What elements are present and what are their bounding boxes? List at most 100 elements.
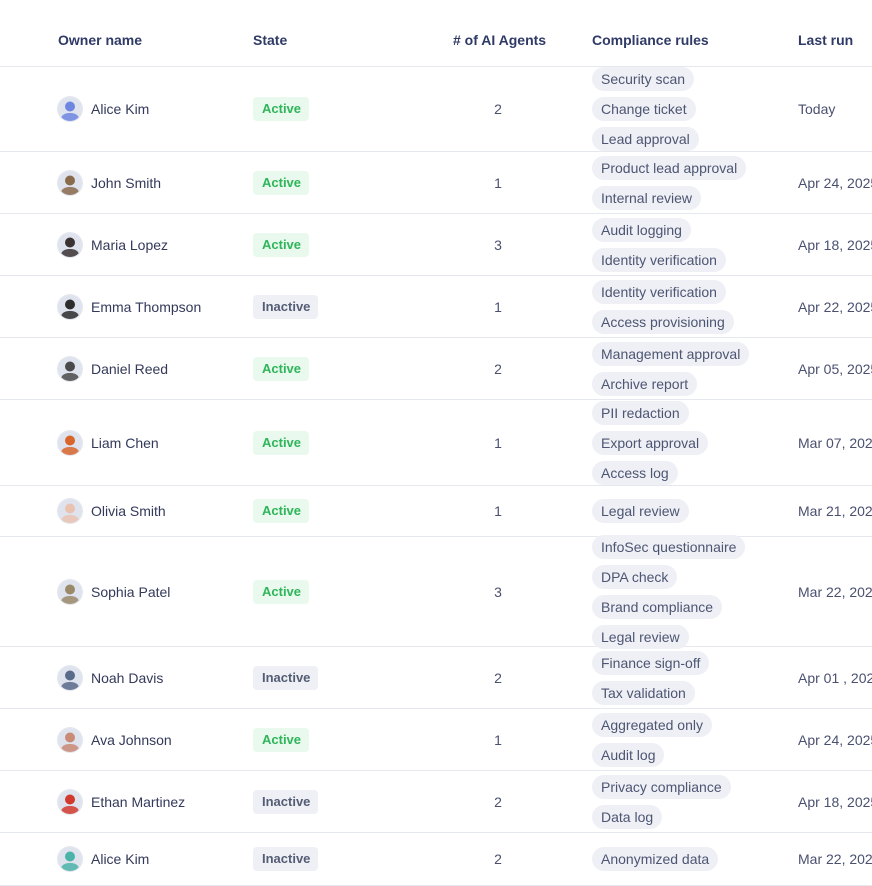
compliance-rules-cell: Finance sign-off Tax validation [592,647,710,708]
last-run-date: Apr 01 , 2025 [798,669,872,686]
table-row[interactable]: Ethan Martinez Inactive 2 Privacy complianc… [0,771,872,833]
status-badge: Active [253,579,310,604]
agents-cell: 3 [458,537,538,646]
owner-name: Ava Johnson [91,731,172,748]
last-run-cell: Mar 21, 2025 [798,486,872,536]
owner-cell: Olivia Smith [58,486,166,536]
col-owner-name[interactable]: Owner name [58,32,143,48]
last-run-cell: Mar 07, 2025 [798,400,872,485]
avatar [58,665,82,690]
last-run-date: Apr 18, 2025 [798,236,872,253]
state-cell: Active [253,400,310,485]
compliance-rule-tag: Identity verification [592,279,726,304]
table-row[interactable]: Noah Davis Inactive 2 Finance sign-off Tax v… [0,647,872,709]
agents-cell: 2 [458,833,538,885]
agents-cell: 1 [458,400,538,485]
agents-cell: 2 [458,338,538,399]
status-badge: Inactive [253,789,319,814]
compliance-rule-tag: Identity verification [592,247,726,272]
last-run-date: Apr 05, 2025 [798,360,872,377]
agents-count: 2 [494,360,502,377]
compliance-rules-cell: Audit logging Identity verification [592,214,726,275]
table-row[interactable]: Daniel Reed Active 2 Management approval Arc… [0,338,872,400]
status-badge: Inactive [253,665,319,690]
compliance-rules-cell: Aggregated only Audit log [592,709,712,770]
table-row[interactable]: Olivia Smith Active 1 Legal review Mar 21, 2… [0,486,872,537]
agents-cell: 2 [458,771,538,832]
avatar [58,579,82,604]
col-compliance-rules[interactable]: Compliance rules [592,32,709,48]
state-cell: Active [253,537,310,646]
compliance-rule-tag: Access provisioning [592,309,734,334]
compliance-rules-cell: Security scan Change ticket Lead approval [592,67,699,151]
compliance-rule-tag: DPA check [592,564,678,589]
compliance-rule-tag: Audit logging [592,217,691,242]
compliance-rule-tag: Internal review [592,185,702,210]
last-run-cell: Apr 01 , 2025 [798,647,872,708]
table-row[interactable]: Ava Johnson Active 1 Aggregated only Audit l… [0,709,872,771]
owner-cell: Alice Kim [58,67,149,151]
owner-cell: Emma Thompson [58,276,201,337]
compliance-rule-tag: Brand compliance [592,594,723,619]
avatar [58,97,82,121]
avatar [58,356,82,381]
table-row[interactable]: Liam Chen Active 1 PII redaction Export appr… [0,400,872,486]
compliance-rule-tag: Tax validation [592,680,695,705]
state-cell: Inactive [253,647,319,708]
owner-cell: Ethan Martinez [58,771,185,832]
owner-name: Alice Kim [91,101,150,117]
status-badge: Inactive [253,847,319,871]
compliance-rule-tag: Finance sign-off [592,650,710,675]
agents-count: 1 [494,503,502,519]
compliance-rule-tag: Management approval [592,341,750,366]
compliance-rule-tag: Change ticket [592,97,696,121]
owner-name: Olivia Smith [91,503,166,519]
state-cell: Active [253,486,310,536]
status-badge: Active [253,430,310,455]
compliance-rule-tag: Data log [592,804,663,829]
owner-cell: Maria Lopez [58,214,168,275]
last-run-date: Mar 21, 2025 [798,503,872,519]
col-last-run[interactable]: Last run [798,32,854,48]
compliance-rule-tag: Archive report [592,371,698,396]
owner-cell: Daniel Reed [58,338,168,399]
compliance-rule-tag: Aggregated only [592,712,712,737]
col-ai-agents[interactable]: # of AI Agents [453,32,547,48]
compliance-rule-tag: Privacy compliance [592,774,731,799]
agents-count: 1 [494,174,502,191]
compliance-rule-tag: Anonymized data [592,847,719,871]
agents-count: 3 [494,236,502,253]
owner-name: Daniel Reed [91,360,169,377]
last-run-date: Apr 18, 2025 [798,793,872,810]
table-row[interactable]: Alice Kim Active 2 Security scan Change tick… [0,67,872,152]
agents-cell: 1 [458,152,538,213]
compliance-rule-tag: Export approval [592,430,709,455]
table-row[interactable]: Sophia Patel Active 3 InfoSec questionnaire… [0,534,872,649]
table-row[interactable]: Alice Kim Inactive 2 Anonymized data Mar 22,… [0,833,872,886]
table-row[interactable]: John Smith Active 1 Product lead approval In… [0,152,872,214]
compliance-rule-tag: Audit log [592,742,665,767]
avatar [58,499,82,523]
compliance-rules-cell: PII redaction Export approval Access log [592,400,709,485]
last-run-cell: Apr 18, 2025 [798,214,872,275]
avatar [58,170,82,195]
state-cell: Active [253,338,310,399]
table-row[interactable]: Emma Thompson Inactive 1 Identity verificat… [0,276,872,338]
agents-cell: 2 [458,647,538,708]
last-run-date: Mar 22, 2025 [798,851,872,867]
owner-name: Ethan Martinez [91,793,186,810]
table-header: Owner name State # of AI Agents Complian… [0,0,872,67]
avatar [58,847,82,871]
compliance-rules-cell: Legal review [592,486,689,536]
compliance-rules-cell: Identity verification Access provisioning [592,276,734,337]
agents-cell: 1 [458,709,538,770]
table-row[interactable]: Maria Lopez Active 3 Audit logging Identity … [0,214,872,276]
last-run-cell: Apr 05, 2025 [798,338,872,399]
agents-count: 2 [494,669,502,686]
compliance-rules-cell: InfoSec questionnaire DPA check Brand comp… [592,534,746,649]
last-run-cell: Apr 22, 2025 [798,276,872,337]
col-state[interactable]: State [253,32,288,48]
agents-cell: 2 [458,67,538,151]
compliance-rule-tag: InfoSec questionnaire [592,534,746,559]
agents-count: 2 [494,793,502,810]
